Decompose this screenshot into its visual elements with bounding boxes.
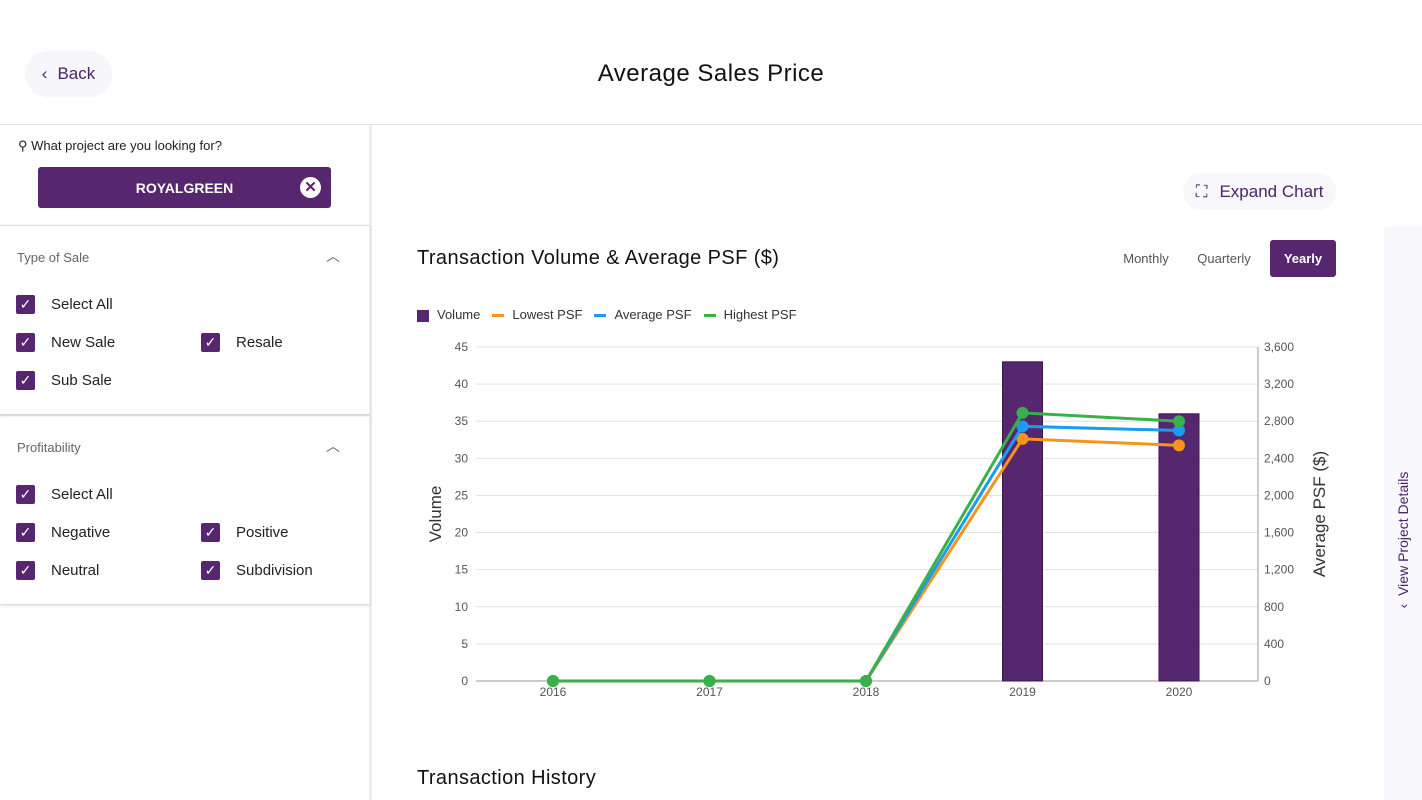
y2-tick-label: 400	[1264, 637, 1284, 651]
panel-title: Profitability	[17, 440, 81, 455]
legend-average[interactable]: Average PSF	[594, 307, 692, 322]
y2-tick-label: 3,200	[1264, 377, 1294, 391]
legend-highest[interactable]: Highest PSF	[703, 307, 797, 322]
y2-tick-label: 800	[1264, 600, 1284, 614]
expand-chart-button[interactable]: ⛶ Expand Chart	[1183, 173, 1336, 210]
line-lowest-psf	[553, 437, 1180, 683]
point-average-psf	[547, 675, 559, 687]
check-icon: ✓	[201, 333, 220, 352]
x-tick-label: 2020	[1166, 685, 1193, 699]
check-icon: ✓	[16, 561, 35, 580]
filter-profitability: Profitability ︿	[0, 415, 370, 605]
point-highest-psf	[547, 675, 559, 687]
y-tick-label: 25	[455, 488, 469, 502]
y2-tick-label: 0	[1264, 674, 1271, 688]
y-tick-label: 10	[455, 600, 469, 614]
y2-tick-label: 2,400	[1264, 451, 1294, 465]
tab-yearly[interactable]: Yearly	[1270, 240, 1336, 277]
legend-lowest[interactable]: Lowest PSF	[492, 307, 582, 322]
chevron-left-icon: ‹	[41, 64, 48, 83]
point-lowest-psf	[703, 675, 716, 687]
x-tick-label: 2019	[1009, 685, 1036, 699]
point-lowest-psf	[1173, 439, 1185, 452]
chart-legend: Volume Lowest PSF Average PSF Highest PS…	[417, 307, 797, 322]
search-label: ⚲ What project are you looking for?	[18, 138, 222, 153]
y-tick-label: 0	[461, 674, 468, 688]
point-average-psf	[703, 675, 716, 687]
check-icon: ✓	[16, 295, 35, 314]
checkbox-select-all-profit[interactable]: ✓ Select All	[16, 485, 113, 504]
x-tick-label: 2016	[540, 685, 567, 699]
y-axis-label: Volume	[426, 486, 445, 543]
line-highest-psf	[553, 411, 1180, 683]
x-tick-label: 2017	[696, 685, 723, 699]
checkbox-resale[interactable]: ✓ Resale	[201, 333, 283, 352]
point-lowest-psf	[1016, 432, 1029, 445]
bar-volume	[1002, 361, 1043, 682]
y2-tick-label: 2,000	[1264, 488, 1294, 502]
transaction-history-title: Transaction History	[417, 767, 597, 789]
point-highest-psf	[703, 675, 716, 687]
y-tick-label: 35	[455, 414, 469, 428]
tab-quarterly[interactable]: Quarterly	[1197, 251, 1251, 266]
checkbox-sub-sale[interactable]: ✓ Sub Sale	[16, 371, 112, 390]
point-average-psf	[1016, 420, 1029, 433]
y-tick-label: 20	[455, 526, 469, 540]
view-project-details-tab[interactable]	[1384, 226, 1422, 800]
y-tick-label: 45	[455, 340, 469, 354]
y2-tick-label: 1,200	[1264, 563, 1294, 577]
point-highest-psf	[860, 675, 872, 687]
y-tick-label: 5	[461, 637, 468, 651]
point-average-psf	[860, 675, 872, 687]
line-average-psf	[553, 424, 1180, 683]
back-button[interactable]: ‹ Back	[25, 51, 112, 97]
checkbox-positive[interactable]: ✓ Positive	[201, 523, 289, 542]
checkbox-select-all-sale[interactable]: ✓ Select All	[16, 295, 113, 314]
expand-icon: ⛶	[1195, 181, 1208, 201]
chevron-up-icon[interactable]: ︿	[326, 438, 340, 454]
y-tick-label: 15	[455, 563, 469, 577]
clear-icon[interactable]: ✕	[300, 177, 321, 198]
search-icon: ⚲	[18, 138, 28, 153]
legend-volume[interactable]: Volume	[417, 307, 480, 322]
point-highest-psf	[1173, 415, 1185, 428]
check-icon: ✓	[16, 523, 35, 542]
project-search-input[interactable]: ROYALGREEN ✕	[38, 167, 331, 208]
checkbox-negative[interactable]: ✓ Negative	[16, 523, 110, 542]
tab-monthly[interactable]: Monthly	[1123, 251, 1169, 266]
check-icon: ✓	[201, 523, 220, 542]
checkbox-neutral[interactable]: ✓ Neutral	[16, 561, 99, 580]
check-icon: ✓	[16, 485, 35, 504]
checkbox-subdivision[interactable]: ✓ Subdivision	[201, 561, 313, 580]
check-icon: ✓	[16, 371, 35, 390]
header: ‹ Back Average Sales Price	[0, 0, 1422, 125]
view-project-details-label[interactable]: ‹ View Project Details	[1395, 471, 1411, 609]
bar-volume	[1158, 413, 1200, 682]
y2-axis-label: Average PSF ($)	[1310, 451, 1329, 577]
chevron-left-icon: ‹	[1395, 603, 1411, 609]
point-average-psf	[1173, 424, 1185, 437]
filter-type-of-sale: Type of Sale ︿	[0, 225, 370, 415]
point-lowest-psf	[547, 675, 559, 687]
sidebar	[0, 125, 372, 800]
y2-tick-label: 1,600	[1264, 526, 1294, 540]
chart-title: Transaction Volume & Average PSF ($)	[417, 247, 780, 269]
point-lowest-psf	[860, 675, 872, 687]
check-icon: ✓	[16, 333, 35, 352]
panel-title: Type of Sale	[17, 250, 90, 265]
checkbox-new-sale[interactable]: ✓ New Sale	[16, 333, 115, 352]
chevron-up-icon[interactable]: ︿	[326, 248, 340, 264]
y-tick-label: 40	[455, 377, 469, 391]
y2-tick-label: 2,800	[1264, 414, 1294, 428]
point-highest-psf	[1016, 406, 1029, 419]
y2-tick-label: 3,600	[1264, 340, 1294, 354]
page-title: Average Sales Price	[597, 60, 825, 87]
check-icon: ✓	[201, 561, 220, 580]
y-tick-label: 30	[455, 451, 469, 465]
x-tick-label: 2018	[853, 685, 880, 699]
